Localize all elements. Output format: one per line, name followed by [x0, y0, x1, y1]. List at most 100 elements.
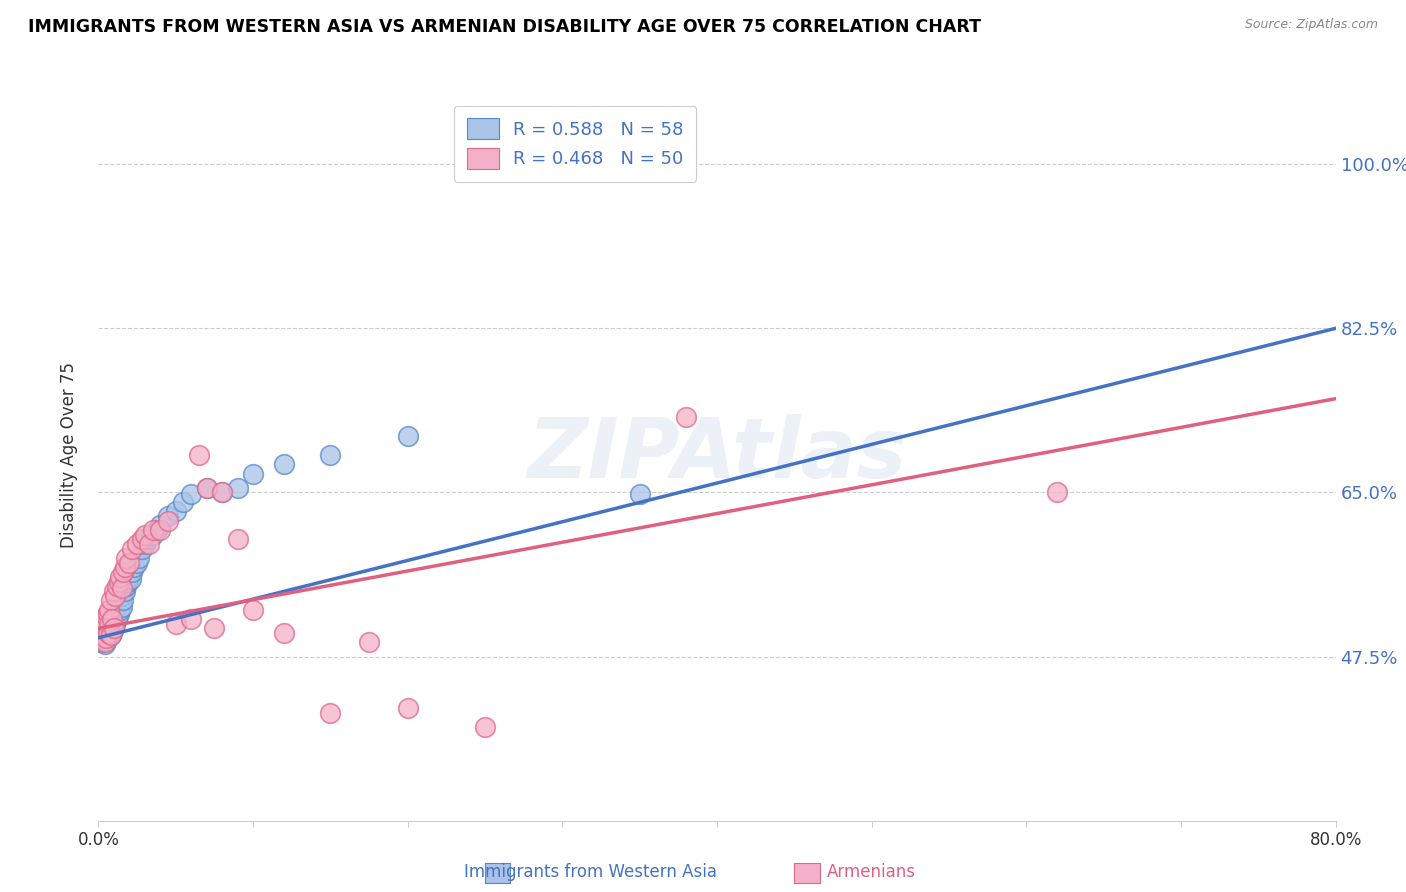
- Point: [138, 537, 160, 551]
- Point: [96, 633, 118, 648]
- Point: [396, 701, 419, 715]
- Point: [93, 635, 115, 649]
- Point: [96, 618, 118, 632]
- Point: [211, 485, 233, 500]
- Point: [118, 570, 141, 584]
- Point: [100, 593, 122, 607]
- Point: [93, 637, 115, 651]
- Point: [142, 527, 165, 541]
- Point: [91, 635, 114, 649]
- Point: [91, 616, 114, 631]
- Point: [122, 560, 145, 574]
- Point: [204, 621, 226, 635]
- Legend: R = 0.588   N = 58, R = 0.468   N = 50: R = 0.588 N = 58, R = 0.468 N = 50: [454, 105, 696, 182]
- Point: [97, 631, 120, 645]
- Point: [120, 572, 142, 586]
- Point: [90, 621, 112, 635]
- Point: [146, 523, 169, 537]
- Point: [226, 533, 249, 547]
- Point: [127, 556, 149, 570]
- Point: [96, 609, 118, 624]
- Point: [115, 551, 138, 566]
- Point: [1046, 485, 1069, 500]
- Point: [131, 533, 153, 547]
- Point: [108, 602, 131, 616]
- Point: [396, 429, 419, 443]
- Point: [101, 612, 124, 626]
- Point: [89, 635, 111, 649]
- Point: [242, 602, 264, 616]
- Point: [93, 618, 115, 632]
- Point: [273, 458, 295, 472]
- Point: [180, 612, 202, 626]
- Point: [104, 616, 127, 631]
- Point: [195, 481, 218, 495]
- Point: [134, 527, 156, 541]
- Point: [100, 628, 122, 642]
- Point: [134, 537, 156, 551]
- Y-axis label: Disability Age Over 75: Disability Age Over 75: [59, 362, 77, 548]
- Point: [103, 583, 125, 598]
- Point: [319, 706, 342, 720]
- Point: [90, 631, 112, 645]
- Text: ZIPAtlas: ZIPAtlas: [527, 415, 907, 495]
- Point: [93, 631, 115, 645]
- Point: [111, 589, 134, 603]
- Point: [105, 612, 128, 626]
- Point: [91, 612, 114, 626]
- Point: [90, 631, 112, 645]
- Point: [149, 523, 172, 537]
- Point: [111, 581, 134, 595]
- Point: [114, 583, 136, 598]
- Point: [149, 518, 172, 533]
- Point: [100, 628, 122, 642]
- Text: Immigrants from Western Asia: Immigrants from Western Asia: [464, 863, 717, 881]
- Point: [357, 635, 380, 649]
- Point: [98, 626, 121, 640]
- Point: [96, 628, 118, 642]
- Point: [103, 621, 125, 635]
- Point: [115, 579, 138, 593]
- Point: [127, 537, 149, 551]
- Point: [142, 523, 165, 537]
- Point: [101, 612, 124, 626]
- Text: IMMIGRANTS FROM WESTERN ASIA VS ARMENIAN DISABILITY AGE OVER 75 CORRELATION CHAR: IMMIGRANTS FROM WESTERN ASIA VS ARMENIAN…: [28, 18, 981, 36]
- Point: [157, 508, 180, 523]
- Point: [97, 621, 120, 635]
- Point: [107, 598, 129, 612]
- Point: [103, 621, 125, 635]
- Point: [195, 481, 218, 495]
- Point: [121, 541, 143, 556]
- Point: [104, 607, 127, 622]
- Point: [128, 551, 150, 566]
- Point: [165, 616, 187, 631]
- Point: [98, 602, 121, 616]
- Point: [112, 593, 135, 607]
- Point: [628, 487, 651, 501]
- Point: [188, 448, 211, 462]
- Point: [98, 616, 121, 631]
- Point: [117, 574, 139, 589]
- Point: [165, 504, 187, 518]
- Point: [96, 631, 118, 645]
- Point: [98, 615, 121, 629]
- Text: Source: ZipAtlas.com: Source: ZipAtlas.com: [1244, 18, 1378, 31]
- Point: [131, 541, 153, 556]
- Point: [97, 626, 120, 640]
- Point: [226, 481, 249, 495]
- Point: [157, 514, 180, 528]
- Point: [111, 599, 134, 614]
- Point: [211, 485, 233, 500]
- Point: [103, 609, 125, 624]
- Point: [242, 467, 264, 481]
- Point: [89, 621, 111, 635]
- Point: [112, 565, 135, 579]
- Point: [91, 626, 114, 640]
- Point: [121, 565, 143, 579]
- Point: [107, 607, 129, 622]
- Point: [100, 616, 122, 631]
- Point: [114, 560, 136, 574]
- Point: [93, 621, 115, 635]
- Point: [474, 720, 496, 734]
- Point: [90, 616, 112, 631]
